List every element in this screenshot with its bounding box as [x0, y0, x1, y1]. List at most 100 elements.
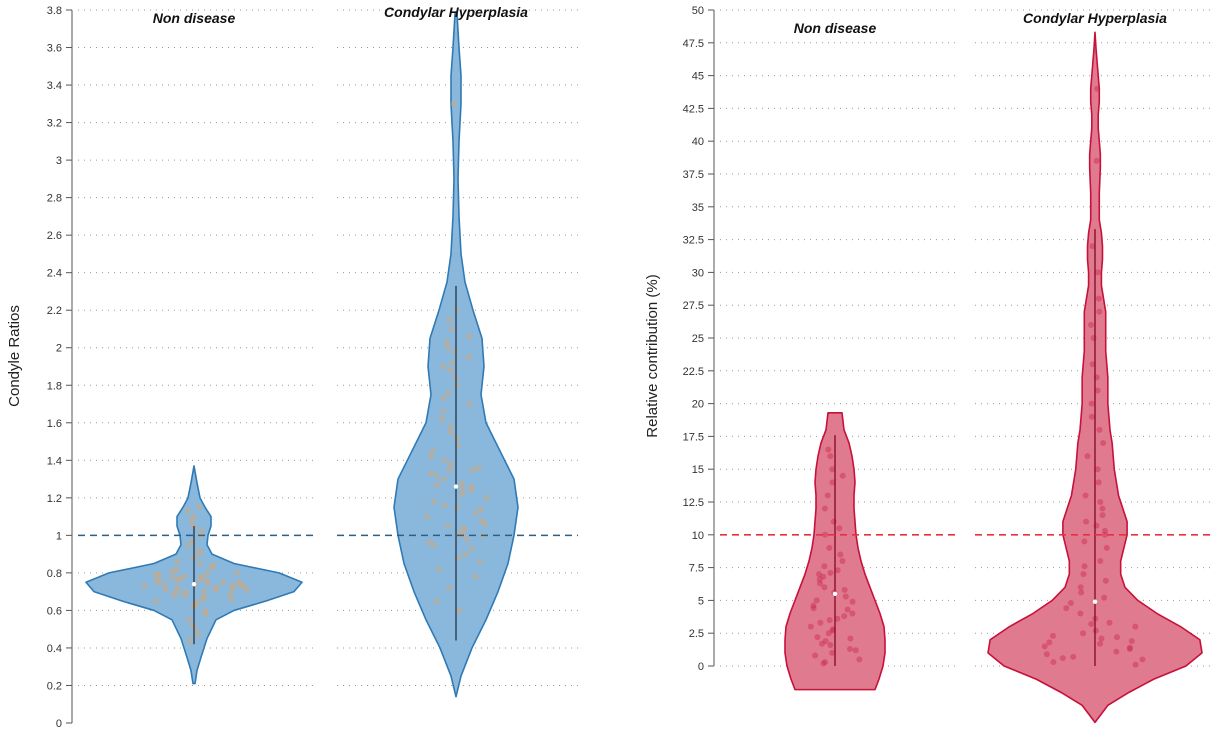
data-point	[1089, 361, 1096, 368]
data-point	[182, 588, 189, 595]
data-point	[827, 453, 834, 460]
y-tick-label: 3.2	[47, 118, 62, 130]
data-point	[141, 583, 148, 590]
data-point	[1063, 605, 1070, 612]
data-point	[1095, 479, 1102, 486]
y-tick-label: 2.2	[47, 305, 62, 317]
data-point	[213, 584, 220, 591]
data-point	[445, 522, 452, 529]
data-point	[185, 616, 192, 623]
y-tick-label: 1	[56, 530, 62, 542]
data-point	[1059, 655, 1066, 662]
data-point	[240, 583, 247, 590]
data-point	[448, 461, 455, 468]
data-point	[427, 453, 434, 460]
data-point	[174, 558, 181, 565]
data-point	[807, 623, 814, 630]
data-point	[451, 348, 458, 355]
data-point	[816, 580, 823, 587]
y-tick-label: 2.4	[47, 268, 62, 280]
data-point	[1098, 635, 1105, 642]
data-point	[431, 541, 438, 548]
data-point	[434, 472, 441, 479]
data-point	[816, 571, 823, 578]
data-point	[190, 537, 197, 544]
data-point	[227, 590, 234, 597]
data-point	[1095, 295, 1102, 302]
data-point	[1083, 518, 1090, 525]
data-point	[173, 588, 180, 595]
y-tick-label: 22.5	[683, 366, 704, 378]
y-tick-label: 32.5	[683, 235, 704, 247]
y-tick-label: 25	[692, 333, 704, 345]
y-tick-label: 15	[692, 464, 704, 476]
data-point	[825, 446, 832, 453]
data-point	[443, 339, 450, 346]
data-point	[449, 359, 456, 366]
y-tick-label: 2.5	[689, 628, 704, 640]
y-tick-label: 7.5	[689, 563, 704, 575]
data-point	[814, 634, 821, 641]
data-point	[1132, 623, 1139, 630]
data-point	[212, 586, 219, 593]
y-tick-label: 40	[692, 136, 704, 148]
y-tick-label: 0.6	[47, 605, 62, 617]
data-point	[1078, 589, 1085, 596]
y-tick-label: 0	[698, 661, 704, 673]
median-marker	[191, 581, 197, 587]
data-point	[436, 566, 443, 573]
data-point	[458, 479, 465, 486]
data-point	[197, 560, 204, 567]
data-point	[1106, 619, 1113, 626]
data-point	[856, 656, 863, 663]
category-label: Condylar Hyperplasia	[384, 4, 528, 20]
y-tick-label: 45	[692, 71, 704, 83]
data-point	[839, 472, 846, 479]
y-axis-label: Relative contribution (%)	[644, 274, 661, 437]
data-point	[448, 325, 455, 332]
data-point	[827, 569, 834, 576]
data-point	[1067, 600, 1074, 607]
data-point	[186, 637, 193, 644]
data-point	[1082, 492, 1089, 499]
data-point	[202, 607, 209, 614]
y-tick-label: 0.4	[47, 643, 62, 655]
data-point	[444, 344, 451, 351]
data-point	[188, 517, 195, 524]
data-point	[822, 638, 829, 645]
data-point	[820, 573, 827, 580]
data-point	[1087, 321, 1094, 328]
data-point	[440, 476, 447, 483]
data-point	[1113, 648, 1120, 655]
data-point	[440, 395, 447, 402]
data-point	[197, 528, 204, 535]
data-point	[844, 606, 851, 613]
data-point	[472, 573, 479, 580]
data-point	[194, 631, 201, 638]
data-point	[826, 544, 833, 551]
data-point	[427, 470, 434, 477]
data-point	[465, 354, 472, 361]
data-point	[1077, 610, 1084, 617]
median-marker	[453, 484, 459, 489]
data-point	[438, 416, 445, 423]
data-point	[203, 577, 210, 584]
data-point	[190, 513, 197, 520]
data-point	[1070, 653, 1077, 660]
data-point	[446, 584, 453, 591]
data-point	[229, 583, 236, 590]
data-point	[161, 581, 168, 588]
data-point	[821, 505, 828, 512]
data-point	[153, 571, 160, 578]
data-point	[467, 487, 474, 494]
data-point	[1049, 632, 1056, 639]
data-point	[230, 584, 237, 591]
data-point	[830, 518, 837, 525]
data-point	[204, 569, 211, 576]
data-point	[450, 100, 457, 107]
data-point	[826, 617, 833, 624]
data-point	[162, 586, 169, 593]
data-point	[1097, 499, 1104, 505]
data-point	[1097, 640, 1104, 647]
